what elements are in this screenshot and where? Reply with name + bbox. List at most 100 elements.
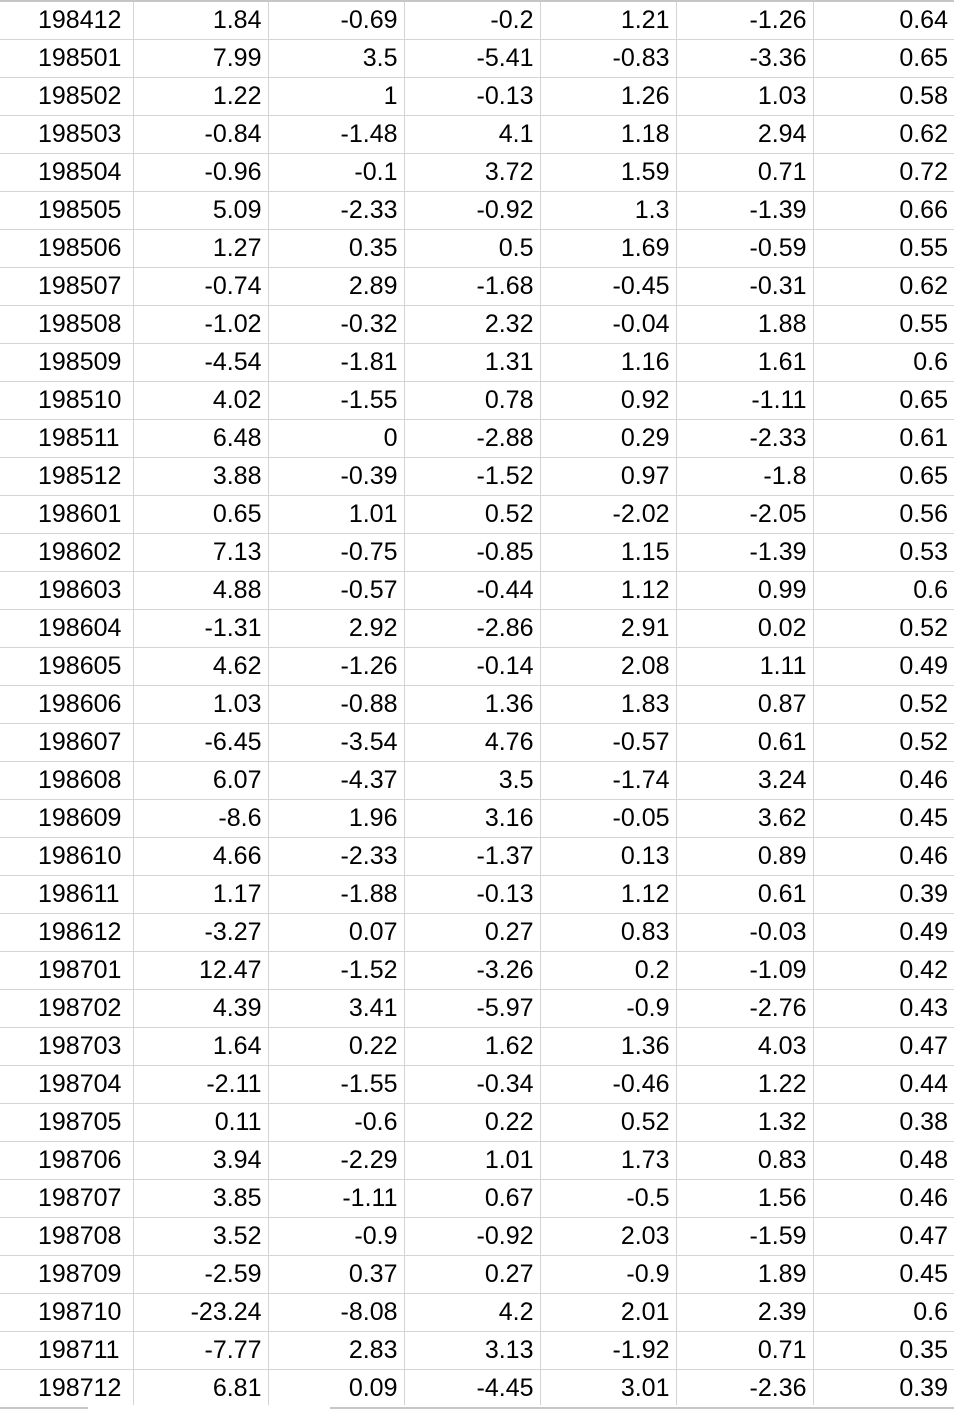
value-cell[interactable]: 3.94 xyxy=(133,1141,269,1180)
value-cell[interactable]: 1.31 xyxy=(404,343,541,382)
value-cell[interactable]: -0.05 xyxy=(540,799,677,838)
value-cell[interactable]: 1.96 xyxy=(268,799,405,838)
value-cell[interactable]: -2.59 xyxy=(133,1255,269,1294)
value-cell[interactable]: -0.74 xyxy=(133,267,269,306)
value-cell[interactable]: 0.45 xyxy=(813,799,954,838)
value-cell[interactable]: 0.29 xyxy=(540,419,677,458)
value-cell[interactable]: -1.31 xyxy=(133,609,269,648)
value-cell[interactable]: 0.97 xyxy=(540,457,677,496)
date-cell[interactable]: 198504 xyxy=(0,153,134,192)
value-cell[interactable]: 1.64 xyxy=(133,1027,269,1066)
value-cell[interactable]: 0.65 xyxy=(813,381,954,420)
value-cell[interactable]: -0.57 xyxy=(540,723,677,762)
value-cell[interactable]: 3.5 xyxy=(268,39,405,78)
date-cell[interactable]: 198709 xyxy=(0,1255,134,1294)
value-cell[interactable]: 3.85 xyxy=(133,1179,269,1218)
value-cell[interactable]: -1.81 xyxy=(268,343,405,382)
date-cell[interactable]: 198603 xyxy=(0,571,134,610)
date-cell[interactable]: 198510 xyxy=(0,381,134,420)
value-cell[interactable]: 0.22 xyxy=(268,1027,405,1066)
value-cell[interactable]: 1.03 xyxy=(676,77,814,116)
value-cell[interactable]: 0.78 xyxy=(404,381,541,420)
value-cell[interactable]: 1.88 xyxy=(676,305,814,344)
value-cell[interactable]: 0.09 xyxy=(268,1369,405,1408)
value-cell[interactable]: 1.15 xyxy=(540,533,677,572)
value-cell[interactable]: 0.61 xyxy=(676,723,814,762)
value-cell[interactable]: -7.77 xyxy=(133,1331,269,1370)
date-cell[interactable]: 198711 xyxy=(0,1331,134,1370)
value-cell[interactable]: 1.61 xyxy=(676,343,814,382)
value-cell[interactable]: -0.44 xyxy=(404,571,541,610)
value-cell[interactable]: 2.39 xyxy=(676,1293,814,1332)
value-cell[interactable]: 0.22 xyxy=(404,1103,541,1142)
value-cell[interactable]: 0.46 xyxy=(813,1179,954,1218)
value-cell[interactable]: -1.26 xyxy=(268,647,405,686)
value-cell[interactable]: -2.05 xyxy=(676,495,814,534)
value-cell[interactable]: 2.83 xyxy=(268,1331,405,1370)
value-cell[interactable]: -5.97 xyxy=(404,989,541,1028)
value-cell[interactable]: -4.54 xyxy=(133,343,269,382)
value-cell[interactable]: 1.69 xyxy=(540,229,677,268)
value-cell[interactable]: 0.83 xyxy=(540,913,677,952)
value-cell[interactable]: -4.37 xyxy=(268,761,405,800)
value-cell[interactable]: 0.66 xyxy=(813,191,954,230)
date-cell[interactable]: 198512 xyxy=(0,457,134,496)
value-cell[interactable]: 0.39 xyxy=(813,1369,954,1408)
value-cell[interactable]: 0.72 xyxy=(813,153,954,192)
date-cell[interactable]: 198509 xyxy=(0,343,134,382)
value-cell[interactable]: 0.07 xyxy=(268,913,405,952)
value-cell[interactable]: 1.01 xyxy=(268,495,405,534)
value-cell[interactable]: 3.52 xyxy=(133,1217,269,1256)
value-cell[interactable]: 0.6 xyxy=(813,1293,954,1332)
value-cell[interactable]: -0.5 xyxy=(540,1179,677,1218)
date-cell[interactable]: 198702 xyxy=(0,989,134,1028)
value-cell[interactable]: 2.03 xyxy=(540,1217,677,1256)
value-cell[interactable]: 4.2 xyxy=(404,1293,541,1332)
value-cell[interactable]: 0.49 xyxy=(813,913,954,952)
value-cell[interactable]: 4.62 xyxy=(133,647,269,686)
value-cell[interactable]: 1.56 xyxy=(676,1179,814,1218)
value-cell[interactable]: 1.59 xyxy=(540,153,677,192)
value-cell[interactable]: 0.52 xyxy=(813,609,954,648)
value-cell[interactable]: -3.36 xyxy=(676,39,814,78)
value-cell[interactable]: 1.26 xyxy=(540,77,677,116)
date-cell[interactable]: 198712 xyxy=(0,1369,134,1408)
value-cell[interactable]: -23.24 xyxy=(133,1293,269,1332)
value-cell[interactable]: -1.02 xyxy=(133,305,269,344)
value-cell[interactable]: 3.16 xyxy=(404,799,541,838)
value-cell[interactable]: -3.27 xyxy=(133,913,269,952)
value-cell[interactable]: 1.18 xyxy=(540,115,677,154)
value-cell[interactable]: -1.74 xyxy=(540,761,677,800)
date-cell[interactable]: 198412 xyxy=(0,2,134,40)
date-cell[interactable]: 198602 xyxy=(0,533,134,572)
value-cell[interactable]: 4.02 xyxy=(133,381,269,420)
value-cell[interactable]: 0.52 xyxy=(813,723,954,762)
date-cell[interactable]: 198503 xyxy=(0,115,134,154)
value-cell[interactable]: -0.92 xyxy=(404,191,541,230)
value-cell[interactable]: 0.11 xyxy=(133,1103,269,1142)
value-cell[interactable]: -1.92 xyxy=(540,1331,677,1370)
value-cell[interactable]: -1.37 xyxy=(404,837,541,876)
value-cell[interactable]: 0.48 xyxy=(813,1141,954,1180)
value-cell[interactable]: 2.08 xyxy=(540,647,677,686)
value-cell[interactable]: -2.33 xyxy=(676,419,814,458)
value-cell[interactable]: -6.45 xyxy=(133,723,269,762)
value-cell[interactable]: -0.13 xyxy=(404,77,541,116)
value-cell[interactable]: 4.88 xyxy=(133,571,269,610)
value-cell[interactable]: -1.11 xyxy=(268,1179,405,1218)
value-cell[interactable]: 0 xyxy=(268,419,405,458)
value-cell[interactable]: -5.41 xyxy=(404,39,541,78)
value-cell[interactable]: -0.83 xyxy=(540,39,677,78)
horizontal-scrollbar[interactable] xyxy=(330,1407,954,1409)
value-cell[interactable]: 0.52 xyxy=(540,1103,677,1142)
value-cell[interactable]: -2.36 xyxy=(676,1369,814,1408)
value-cell[interactable]: -1.11 xyxy=(676,381,814,420)
value-cell[interactable]: 4.76 xyxy=(404,723,541,762)
value-cell[interactable]: -0.96 xyxy=(133,153,269,192)
value-cell[interactable]: 2.01 xyxy=(540,1293,677,1332)
value-cell[interactable]: 1.21 xyxy=(540,2,677,40)
value-cell[interactable]: 0.99 xyxy=(676,571,814,610)
value-cell[interactable]: 6.81 xyxy=(133,1369,269,1408)
value-cell[interactable]: 1.83 xyxy=(540,685,677,724)
value-cell[interactable]: 0.42 xyxy=(813,951,954,990)
